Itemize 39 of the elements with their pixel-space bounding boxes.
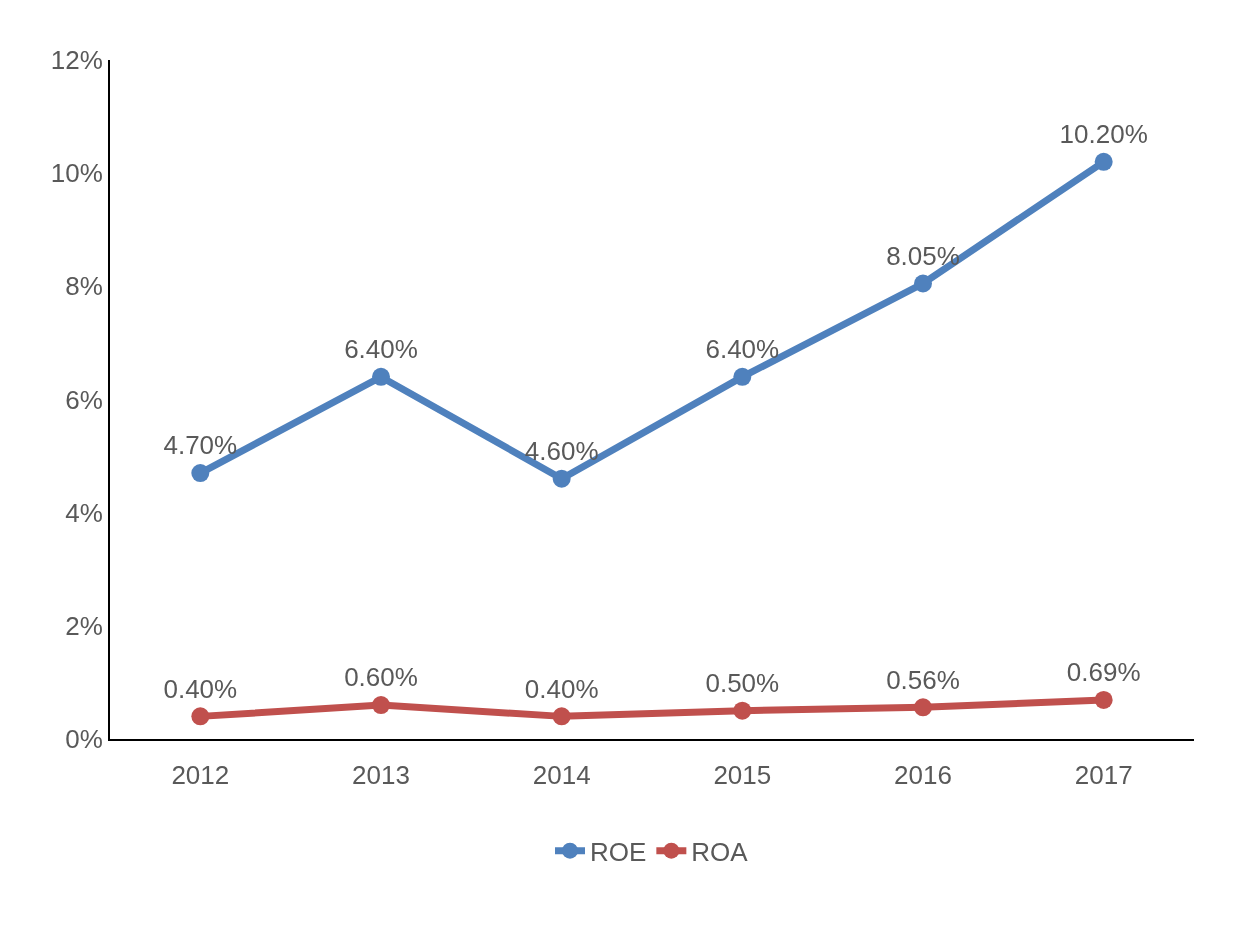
y-tick-label: 2% [65, 610, 103, 641]
data-label: 4.60% [524, 435, 599, 466]
data-label: 8.05% [886, 240, 960, 271]
y-tick-label: 8% [65, 271, 103, 302]
x-tick-label: 2015 [713, 760, 772, 791]
point [914, 698, 932, 717]
legend-label: ROA [691, 836, 749, 867]
data-label: 0.40% [524, 673, 599, 704]
point [372, 696, 390, 715]
x-tick-label: 2016 [894, 760, 952, 791]
data-label: 0.50% [705, 667, 780, 698]
data-label: 0.40% [163, 673, 238, 704]
point [733, 701, 752, 720]
x-tick-label: 2013 [352, 760, 410, 791]
point [552, 707, 571, 726]
data-label: 0.69% [1066, 657, 1141, 688]
point [1094, 690, 1113, 709]
data-label: 0.56% [886, 664, 960, 695]
data-label: 6.40% [344, 334, 418, 365]
point [191, 464, 210, 483]
x-tick-label: 2014 [532, 760, 591, 791]
point [733, 367, 752, 386]
legend-label: ROE [590, 836, 647, 867]
y-tick-label: 0% [65, 724, 103, 755]
data-label: 10.20% [1059, 119, 1148, 150]
point [191, 707, 210, 726]
y-tick-label: 4% [65, 497, 103, 528]
point [914, 274, 932, 293]
y-tick-label: 10% [50, 158, 103, 189]
x-tick-label: 2012 [171, 760, 230, 791]
data-label: 4.70% [163, 430, 238, 461]
y-tick-label: 12% [50, 45, 103, 76]
x-tick-label: 2017 [1074, 760, 1133, 791]
y-tick-label: 6% [65, 384, 103, 415]
point [552, 469, 571, 488]
data-label: 0.60% [344, 662, 418, 693]
data-label: 6.40% [705, 334, 780, 365]
point [1094, 152, 1113, 171]
point [372, 367, 390, 386]
